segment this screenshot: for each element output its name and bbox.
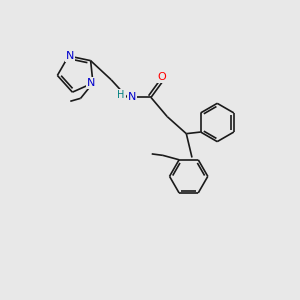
Text: H: H	[117, 90, 124, 100]
Text: O: O	[158, 72, 167, 82]
Text: N: N	[66, 51, 74, 61]
Text: N: N	[87, 78, 96, 88]
Text: N: N	[128, 92, 136, 102]
